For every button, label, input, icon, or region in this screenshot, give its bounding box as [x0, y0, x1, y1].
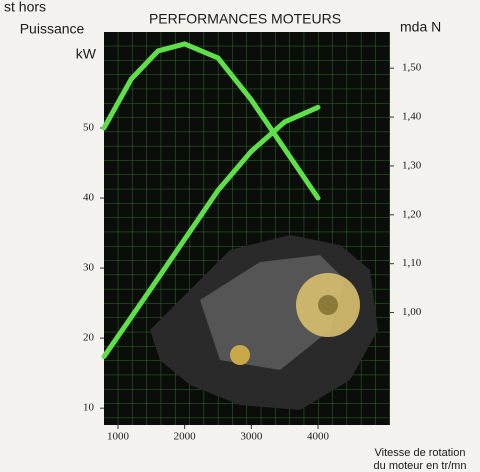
y-tick-label: 10 [83, 402, 95, 414]
x-label: du moteur en tr/mn [374, 460, 467, 472]
y-tick-label: 40 [83, 192, 95, 204]
y-tick-label: 30 [83, 262, 95, 274]
y2-tick-label: 1,20 [402, 208, 422, 220]
curve [101, 41, 321, 201]
y2-tick-label: 1,40 [402, 111, 422, 123]
engine-picture [150, 235, 378, 410]
x-label: Vitesse de rotation [375, 447, 466, 459]
x-tick-label: 3000 [240, 431, 263, 443]
y2-tick-label: 1,00 [402, 306, 422, 318]
x-tick-label: 4000 [307, 431, 330, 443]
curve [101, 104, 321, 360]
x-tick-label: 2000 [174, 431, 197, 443]
y-tick-label: 50 [83, 122, 95, 134]
y2-tick-label: 1,30 [402, 159, 422, 171]
corner-text: st hors [4, 0, 46, 15]
y2-tick-label: 1,50 [402, 62, 422, 74]
y2-tick-label: 1,10 [402, 257, 422, 269]
chart-title: PERFORMANCES MOTEURS [149, 11, 341, 27]
y2-label: mda N [400, 19, 441, 35]
y-tick-label: 20 [83, 332, 95, 344]
x-tick-label: 1000 [107, 431, 130, 443]
y-unit: kW [76, 46, 97, 62]
y-label: Puissance [20, 21, 85, 37]
